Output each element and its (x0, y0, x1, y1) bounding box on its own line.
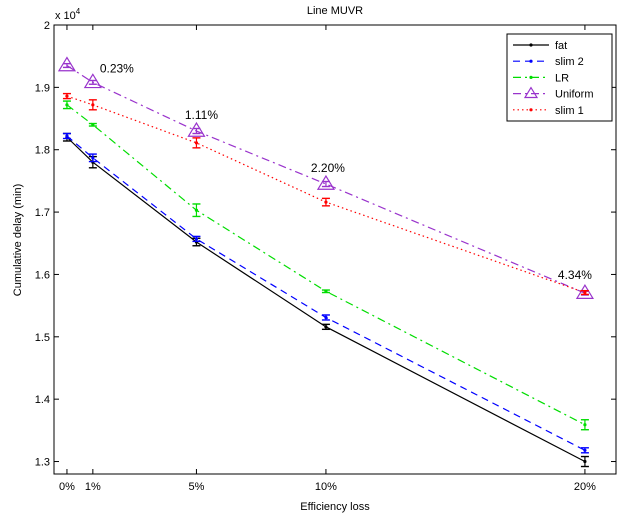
y-tick-label: 1.3 (35, 457, 50, 469)
y-tick-label: 1.4 (35, 394, 50, 406)
data-point (194, 141, 199, 145)
annotation-label: 4.34% (558, 268, 592, 282)
data-point (65, 94, 69, 98)
data-point (583, 448, 587, 452)
x-tick-label: 0% (59, 481, 75, 493)
data-point (194, 208, 199, 212)
legend-label: LR (555, 72, 569, 84)
y-tick-label: 2 (44, 20, 50, 32)
x-tick-label: 20% (574, 481, 596, 493)
series-line-slim-2 (66, 135, 586, 451)
axes-box (53, 24, 617, 475)
data-point (187, 121, 206, 137)
data-point (194, 237, 199, 241)
y-tick-label: 1.9 (35, 82, 50, 94)
annotation-label: 0.23% (100, 61, 134, 75)
plot-area: 1.31.41.51.61.71.81.920% 1% 5% 10% 20%0.23%1… (35, 20, 617, 493)
legend-marker (529, 75, 533, 79)
legend-label: slim 1 (555, 105, 584, 117)
x-axis-label: Efficiency loss (300, 501, 370, 513)
data-point (65, 134, 69, 138)
data-point (91, 156, 95, 160)
legend-marker (523, 86, 539, 99)
y-tick-label: 1.8 (35, 145, 50, 157)
y-multiplier: x 104 (55, 7, 81, 22)
legend-marker (529, 43, 533, 47)
series-line-LR (66, 104, 586, 426)
data-point (324, 315, 328, 320)
x-tick-label: 10% (315, 481, 337, 493)
data-point (91, 123, 95, 127)
annotation-label: 2.20% (311, 161, 345, 175)
data-point (324, 200, 328, 204)
y-tick-label: 1.6 (35, 269, 50, 281)
legend-marker (529, 59, 533, 63)
legend-marker (529, 108, 533, 112)
legend-label: Uniform (555, 89, 594, 101)
data-point (65, 103, 69, 107)
data-point (91, 103, 95, 107)
data-point (583, 290, 587, 295)
annotation-label: 1.11% (185, 108, 218, 122)
data-point (83, 73, 102, 89)
data-point (57, 56, 77, 72)
legend-box (506, 33, 613, 122)
legend-label: slim 2 (555, 56, 584, 68)
y-tick-label: 1.7 (35, 207, 50, 219)
legend: fat slim 2 LR Uniform slim 1 (506, 33, 613, 122)
data-point (583, 459, 587, 464)
y-axis-label: Cumulative delay (min) (12, 184, 24, 296)
chart-title: Line MUVR (307, 5, 363, 17)
series-line-slim-1 (66, 95, 586, 294)
data-point (324, 289, 328, 293)
legend-label: fat (555, 40, 567, 52)
x-tick-label: 1% (85, 481, 101, 493)
data-point (324, 325, 328, 329)
y-tick-label: 1.5 (35, 332, 50, 344)
data-point (583, 423, 587, 427)
x-tick-label: 5% (188, 481, 204, 493)
data-point (316, 174, 336, 190)
